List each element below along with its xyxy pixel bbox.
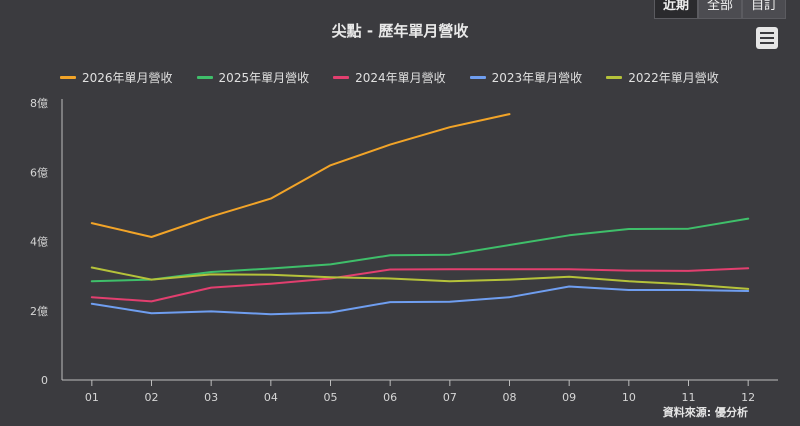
- data-source: 資料來源: 優分析: [662, 406, 748, 419]
- y-tick-label: 4億: [30, 236, 48, 249]
- y-tick-label: 2億: [30, 305, 48, 318]
- y-tick-label: 6億: [30, 166, 48, 179]
- legend-item-1[interactable]: 2025年單月營收: [196, 69, 310, 86]
- x-tick-label: 02: [145, 391, 159, 404]
- series-line-0: [90, 113, 511, 238]
- tab-all[interactable]: 全部: [697, 0, 742, 19]
- series-line-1: [90, 217, 750, 283]
- x-tick-label: 08: [503, 391, 517, 404]
- legend-item-2[interactable]: 2024年單月營收: [333, 69, 446, 86]
- legend-swatch: [469, 76, 486, 79]
- legend-label: 2024年單月營收: [355, 71, 446, 85]
- x-tick-label: 01: [85, 391, 99, 404]
- menu-bar: [760, 37, 774, 39]
- x-tick-label: 05: [324, 391, 338, 404]
- x-tick-label: 10: [622, 391, 636, 404]
- legend-swatch: [333, 76, 350, 79]
- legend-label: 2025年單月營收: [218, 71, 310, 85]
- legend-item-4[interactable]: 2022年單月營收: [606, 69, 719, 86]
- legend-swatch: [606, 76, 623, 79]
- x-tick-label: 11: [682, 391, 696, 404]
- legend-swatch: [60, 76, 76, 79]
- x-tick-label: 04: [264, 391, 278, 404]
- tab-recent[interactable]: 近期: [653, 0, 698, 19]
- legend-label: 2022年單月營收: [628, 71, 719, 85]
- chart-legend: 2026年單月營收 2025年單月營收 2024年單月營收 2023年單月營收 2022…: [60, 69, 719, 86]
- series-line-4: [90, 266, 750, 290]
- series-line-3: [90, 285, 750, 316]
- chart-title: 尖點 - 歷年單月營收: [331, 22, 469, 40]
- menu-bar: [760, 42, 774, 44]
- x-tick-label: 06: [383, 391, 397, 404]
- menu-bar: [760, 32, 774, 34]
- legend-swatch: [196, 76, 213, 79]
- x-tick-label: 07: [443, 391, 457, 404]
- legend-item-0[interactable]: 2026年單月營收: [60, 69, 173, 86]
- hamburger-menu-icon[interactable]: [756, 27, 778, 49]
- y-tick-label: 8億: [30, 97, 48, 110]
- legend-label: 2026年單月營收: [82, 71, 173, 85]
- legend-label: 2023年單月營收: [491, 71, 583, 85]
- y-tick-label: 0: [41, 374, 48, 387]
- tab-custom[interactable]: 自訂: [741, 0, 786, 19]
- period-tabs: 近期 全部 自訂: [653, 0, 786, 19]
- x-tick-label: 03: [204, 391, 218, 404]
- series-line-2: [90, 267, 750, 303]
- x-tick-label: 12: [741, 391, 755, 404]
- legend-item-3[interactable]: 2023年單月營收: [469, 69, 583, 86]
- x-tick-label: 09: [562, 391, 576, 404]
